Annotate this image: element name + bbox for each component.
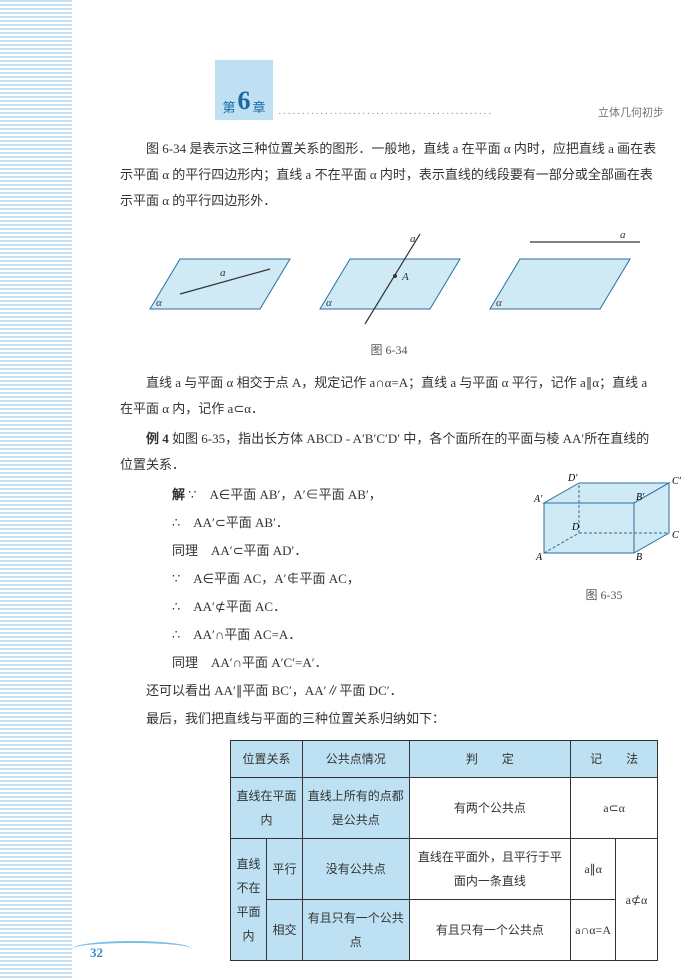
sol-1: ∵ A∈平面 AB′，A′∈平面 AB′， (188, 487, 382, 502)
th-notation: 记 法 (571, 741, 658, 778)
chapter-prefix: 第 (222, 97, 235, 116)
fig3-alpha-label: α (496, 297, 502, 309)
figure-6-34: a α A a α a α (120, 224, 658, 334)
svg-text:A: A (535, 552, 543, 563)
fig1-alpha-label: α (156, 297, 162, 309)
sol-7: 同理 AA′∩平面 A′C′=A′． (172, 650, 658, 676)
r3c: 有且只有一个公共点 (409, 900, 571, 961)
svg-text:D: D (571, 522, 580, 533)
r1c4: a⊂α (571, 778, 658, 839)
th-judge: 判 定 (409, 741, 571, 778)
cube-svg: A B C D A′ B′ C′ D′ (524, 468, 684, 578)
th-common: 公共点情况 (303, 741, 410, 778)
svg-text:C: C (672, 530, 679, 541)
sol-label: 解 (172, 487, 185, 502)
chapter-number: 6 (238, 86, 251, 116)
r3d: a∩α=A (571, 900, 616, 961)
r3a: 相交 (267, 900, 303, 961)
r2c: 直线在平面外，且平行于平面内一条直线 (409, 839, 571, 900)
sol-8: 还可以看出 AA′∥平面 BC′，AA′∥平面 DC′． (120, 678, 658, 704)
figure-6-35: A B C D A′ B′ C′ D′ 图 6-35 (524, 468, 684, 603)
sol-6: ∴ AA′∩平面 AC=A． (172, 622, 658, 648)
r1c3: 有两个公共点 (409, 778, 571, 839)
svg-text:A′: A′ (533, 494, 543, 505)
fig2-a-label: a (410, 233, 416, 245)
sol-9: 最后，我们把直线与平面的三种位置关系归纳如下： (120, 706, 658, 732)
r1c1: 直线在平面内 (231, 778, 303, 839)
svg-text:B: B (636, 552, 642, 563)
r2c1: 直线不在平面内 (231, 839, 267, 961)
merged-not: a⊄α (616, 839, 658, 961)
page-number: 32 (90, 945, 103, 961)
chapter-suffix: 章 (253, 97, 266, 116)
r2d: a∥α (571, 839, 616, 900)
header-dots: ········································… (278, 108, 493, 120)
r2a: 平行 (267, 839, 303, 900)
svg-text:C′: C′ (672, 476, 682, 487)
left-stripe-decor (0, 0, 72, 979)
fig3-a-label: a (620, 229, 626, 241)
figure-6-34-svg: a α A a α a α (120, 224, 658, 334)
r1c2: 直线上所有的点都是公共点 (303, 778, 410, 839)
paragraph-2: 直线 a 与平面 α 相交于点 A，规定记作 a∩α=A；直线 a 与平面 α … (120, 370, 658, 422)
th-pos: 位置关系 (231, 741, 303, 778)
example-text: 如图 6-35，指出长方体 ABCD - A′B′C′D′ 中，各个面所在的平面… (120, 431, 649, 472)
fig2-A-label: A (401, 271, 409, 283)
svg-text:B′: B′ (636, 492, 645, 503)
figure-6-34-caption: 图 6-34 (120, 338, 658, 362)
fig2-alpha-label: α (326, 297, 332, 309)
example-label: 例 4 (146, 431, 169, 446)
summary-table: 位置关系 公共点情况 判 定 记 法 直线在平面内 直线上所有的点都是公共点 有… (230, 740, 658, 961)
paragraph-1: 图 6-34 是表示这三种位置关系的图形．一般地，直线 a 在平面 α 内时，应… (120, 136, 658, 214)
r3b: 有且只有一个公共点 (303, 900, 410, 961)
r2b: 没有公共点 (303, 839, 410, 900)
fig1-a-label: a (220, 267, 226, 279)
svg-text:D′: D′ (567, 473, 578, 484)
header-subject: 立体几何初步 (598, 104, 664, 120)
figure-6-35-caption: 图 6-35 (524, 586, 684, 603)
chapter-tab: 第 6 章 (215, 60, 273, 120)
